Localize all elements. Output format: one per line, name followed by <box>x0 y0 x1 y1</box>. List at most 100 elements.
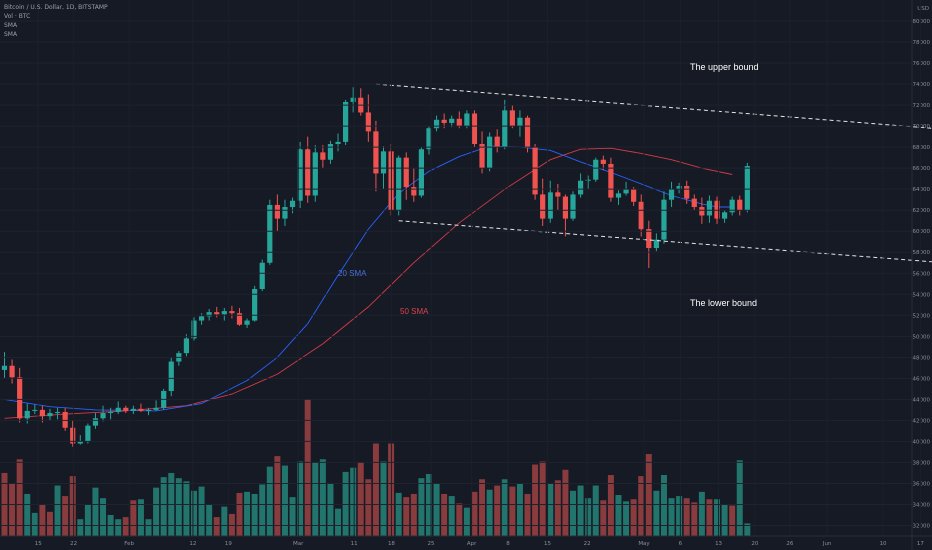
volume-bar <box>456 503 463 536</box>
volume-bar <box>691 502 698 536</box>
volume-bar <box>281 465 288 536</box>
candle-body <box>320 152 326 160</box>
volume-bar <box>39 504 46 536</box>
volume-bar <box>198 486 205 536</box>
candle-body <box>623 189 629 194</box>
candle-body <box>206 312 212 317</box>
volume-bar <box>221 506 228 536</box>
price-tick-label: 36000 <box>913 481 931 487</box>
candle-body <box>456 118 462 127</box>
volume-bar <box>62 496 69 536</box>
symbol-title[interactable]: Bitcoin / U.S. Dollar, 1D, BITSTAMP <box>4 4 108 11</box>
candle-body <box>221 311 227 315</box>
candle-body <box>108 411 114 414</box>
candle-body <box>577 180 584 195</box>
volume-bar <box>676 496 683 536</box>
price-tick-label: 78000 <box>913 40 931 46</box>
candle-body <box>350 97 356 102</box>
candle-body <box>70 427 76 444</box>
volume-bar <box>509 486 516 536</box>
volume-bar <box>357 462 364 536</box>
candle-body <box>479 143 485 169</box>
candle-body <box>39 409 45 417</box>
sma-20-label: 20 SMA <box>338 269 367 278</box>
candle-body <box>570 194 576 219</box>
volume-bar <box>562 469 569 536</box>
volume-bar <box>213 517 220 536</box>
volume-bar <box>516 483 523 536</box>
price-tick-label: 62000 <box>913 208 931 214</box>
volume-bar <box>524 493 531 536</box>
candle-body <box>297 149 303 201</box>
candle-body <box>722 212 728 219</box>
price-tick-label: 60000 <box>913 229 931 235</box>
volume-legend[interactable]: Vol · BTC <box>4 13 31 20</box>
time-tick-label: 26 <box>786 541 793 547</box>
price-tick-label: 56000 <box>913 271 931 277</box>
candle-body <box>600 159 606 164</box>
volume-bar <box>706 499 713 536</box>
candle-body <box>100 413 106 419</box>
candle-body <box>396 157 402 211</box>
volume-bar <box>600 500 607 536</box>
time-tick-label: 13 <box>715 541 722 547</box>
volume-bar <box>418 478 425 536</box>
volume-bar <box>539 461 546 536</box>
volume-bar <box>175 478 182 536</box>
candle-body <box>191 320 197 339</box>
candle-body <box>282 207 288 219</box>
volume-bar <box>46 511 53 536</box>
time-tick-label: 19 <box>225 541 232 547</box>
volume-bar <box>92 487 99 536</box>
candlestick-series <box>1 87 750 447</box>
volume-bar <box>137 499 144 536</box>
time-tick-label: 6 <box>679 541 683 547</box>
sma-legend-2[interactable]: SMA <box>4 31 18 38</box>
price-tick-label: 80000 <box>913 19 931 25</box>
candle-body <box>699 207 705 216</box>
candle-body <box>183 338 190 354</box>
price-tick-label: 72000 <box>913 103 931 109</box>
price-tick-label: 64000 <box>913 187 931 193</box>
candle-body <box>92 418 99 426</box>
time-tick-label: 22 <box>70 541 77 547</box>
candle-body <box>562 196 569 219</box>
candle-body <box>343 101 349 142</box>
volume-bar <box>191 490 197 536</box>
volume-bar <box>471 491 478 536</box>
candle-body <box>524 117 531 148</box>
volume-bar <box>380 461 387 536</box>
volume-bar <box>350 467 357 536</box>
volume-bar <box>698 491 705 536</box>
candle-body <box>236 313 243 325</box>
time-tick-label: May <box>638 541 650 547</box>
volume-bar <box>183 481 190 536</box>
volume-bar <box>683 498 690 536</box>
candle-body <box>691 198 697 208</box>
candle-body <box>252 289 258 321</box>
candle-body <box>517 117 523 127</box>
sma-legend-1[interactable]: SMA <box>4 22 18 29</box>
candle-body <box>646 229 652 249</box>
sma-50-label: 50 SMA <box>400 307 429 316</box>
volume-bar <box>425 473 432 536</box>
time-tick-label: 15 <box>544 541 551 547</box>
price-tick-label: 76000 <box>913 61 931 67</box>
price-tick-label: 38000 <box>913 460 931 466</box>
candle-body <box>62 411 68 428</box>
price-tick-label: 74000 <box>913 82 931 88</box>
candle-body <box>737 199 743 211</box>
candle-body <box>244 320 250 325</box>
candle-body <box>449 118 455 123</box>
price-tick-label: 46000 <box>913 376 931 382</box>
volume-bar <box>289 497 296 536</box>
volume-bar <box>501 479 508 536</box>
currency-label: USD <box>917 6 929 12</box>
candle-body <box>153 407 159 410</box>
volume-series <box>1 399 751 536</box>
price-tick-label: 70000 <box>913 124 931 130</box>
price-tick-label: 40000 <box>913 439 931 445</box>
candle-body <box>433 119 440 129</box>
